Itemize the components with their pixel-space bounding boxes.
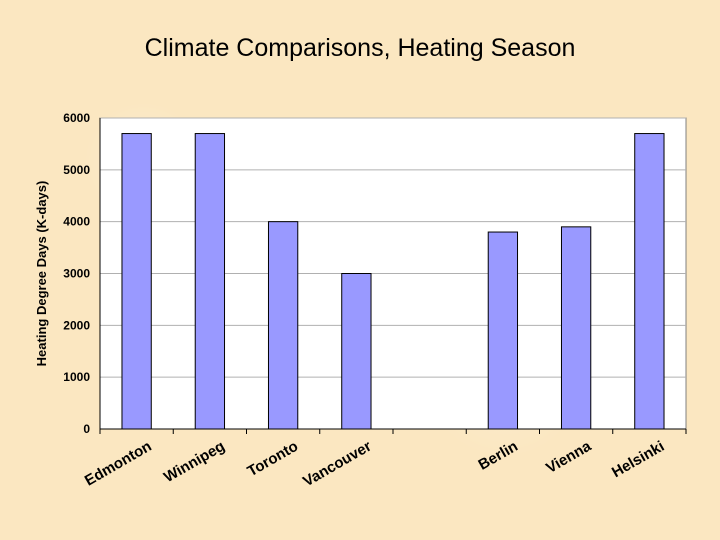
bar-winnipeg (194, 133, 226, 430)
y-tick-label: 0 (83, 422, 90, 436)
x-category-labels: Edmonton Winnipeg Toronto Vancouver Berlin Vi… (82, 437, 667, 490)
bar-berlin (487, 231, 519, 430)
x-category-label: Edmonton (82, 438, 155, 490)
x-category-label: Toronto (245, 438, 302, 480)
x-category-label: Berlin (476, 438, 521, 474)
y-tick-label: 3000 (63, 267, 90, 281)
y-tick-label: 4000 (63, 215, 90, 229)
slide-title: Climate Comparisons, Heating Season (144, 34, 576, 62)
bar-edmonton (121, 133, 152, 430)
x-category-label: Winnipeg (161, 438, 228, 486)
bar-helsinki (634, 133, 665, 430)
y-tick-label: 2000 (63, 318, 90, 332)
y-tick-label: 5000 (63, 163, 90, 177)
bar-vienna (560, 226, 592, 430)
y-tick-label: 1000 (63, 370, 90, 384)
x-category-label: Helsinki (609, 438, 667, 481)
y-tick-labels: 0 1000 2000 3000 4000 5000 6000 (63, 111, 90, 436)
y-tick-label: 6000 (63, 111, 90, 125)
bar-toronto (267, 221, 299, 430)
axes (99, 118, 687, 434)
x-category-label: Vancouver (300, 438, 374, 491)
x-category-label: Vienna (543, 437, 594, 477)
bar-vancouver (341, 273, 372, 430)
y-axis-title: Heating Degree Days (K-days) (34, 181, 49, 367)
bars (121, 133, 665, 430)
